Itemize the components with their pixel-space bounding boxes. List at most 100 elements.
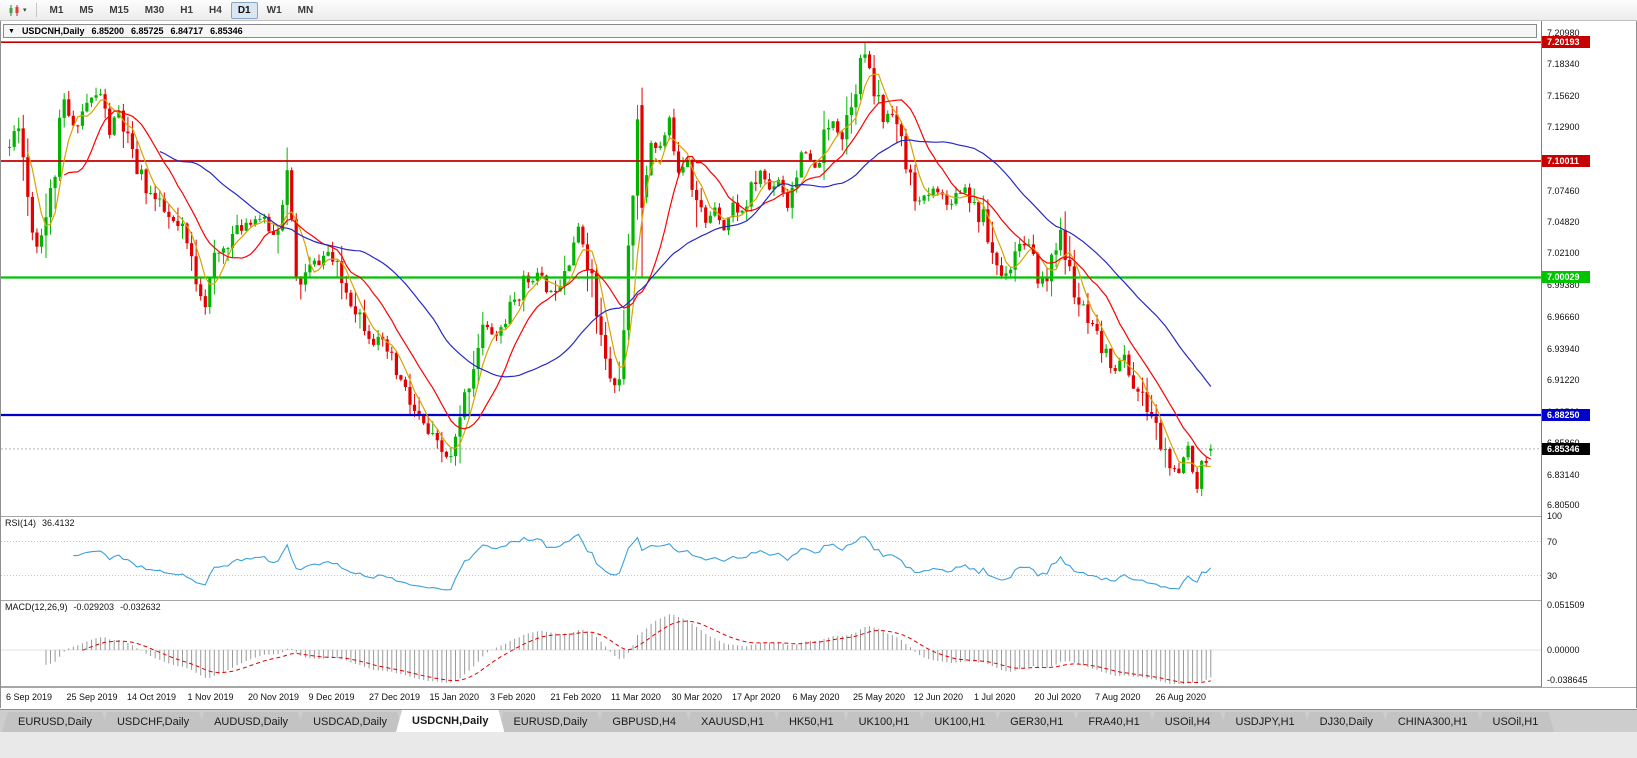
chart-tab-12-fra40-h1[interactable]: FRA40,H1 (1072, 712, 1155, 732)
ohlc-close: 6.85346 (210, 26, 243, 36)
chart-tab-8-hk50-h1[interactable]: HK50,H1 (773, 712, 850, 732)
chart-tab-1-usdchf-daily[interactable]: USDCHF,Daily (101, 712, 205, 732)
macd-tick: -0.038645 (1547, 675, 1588, 685)
macd-tick: 0.00000 (1547, 645, 1580, 655)
price-tick: 7.20980 (1547, 28, 1580, 38)
rsi-tick: 100 (1547, 511, 1563, 521)
macd-name: MACD(12,26,9) (5, 602, 68, 612)
chart-tab-0-eurusd-daily[interactable]: EURUSD,Daily (2, 712, 108, 732)
chart-title-bar[interactable]: ▼ USDCNH,Daily 6.85200 6.85725 6.84717 6… (3, 24, 1537, 38)
date-label: 12 Jun 2020 (913, 692, 964, 702)
chart-symbol-title: USDCNH,Daily (21, 26, 85, 36)
price-tick: 6.99380 (1547, 280, 1580, 291)
timeframe-button-h4[interactable]: H4 (209, 4, 222, 16)
date-label: 7 Aug 2020 (1095, 692, 1141, 702)
chart-tab-15-dj30-daily[interactable]: DJ30,Daily (1304, 712, 1389, 732)
macd-label: MACD(12,26,9) -0.029203 -0.032632 (5, 602, 161, 612)
chart-tab-11-ger30-h1[interactable]: GER30,H1 (994, 712, 1079, 732)
chart-tab-6-gbpusd-h4[interactable]: GBPUSD,H4 (596, 712, 692, 732)
pane-separator (1, 686, 1636, 687)
horizontal-level-label[interactable]: 6.88250 (1542, 408, 1590, 421)
date-label: 30 Mar 2020 (671, 692, 723, 702)
rsi-indicator-canvas[interactable] (1, 517, 1541, 600)
rsi-tick: 70 (1547, 536, 1558, 547)
toolbar-separator (35, 3, 37, 17)
date-label: 6 Sep 2019 (6, 692, 53, 702)
rsi-tick: 30 (1547, 570, 1558, 581)
date-label: 15 Jan 2020 (429, 692, 480, 702)
ohlc-low: 6.84717 (170, 26, 204, 36)
price-tick: 6.91220 (1547, 375, 1580, 386)
date-label: 1 Nov 2019 (187, 692, 234, 702)
macd-main-value: -0.029203 (73, 602, 115, 612)
price-tick: 7.15620 (1547, 90, 1580, 101)
pane-separator[interactable] (1, 600, 1636, 601)
price-tick: 6.80500 (1547, 500, 1580, 511)
date-label: 11 Mar 2020 (611, 692, 661, 702)
date-label: 25 May 2020 (853, 692, 906, 702)
chart-tab-4-usdcnh-daily[interactable]: USDCNH,Daily (396, 710, 504, 732)
window-edge (0, 732, 1637, 758)
chart-tab-9-uk100-h1[interactable]: UK100,H1 (843, 712, 926, 732)
horizontal-level-label[interactable]: 7.00029 (1542, 271, 1590, 284)
date-label: 27 Dec 2019 (369, 692, 421, 702)
price-tick: 6.93940 (1547, 343, 1580, 354)
price-scale[interactable]: 7.209807.183407.156207.129007.101807.074… (1541, 21, 1636, 687)
chart-tab-13-usoil-h4[interactable]: USOil,H4 (1149, 712, 1227, 732)
timeframe-button-m5[interactable]: M5 (79, 4, 94, 16)
timeframe-button-mn[interactable]: MN (297, 4, 314, 16)
macd-indicator-canvas[interactable] (1, 601, 1541, 686)
timeframe-button-m30[interactable]: M30 (144, 4, 165, 16)
price-tick: 7.12900 (1547, 122, 1580, 133)
candlestick-chart-icon (9, 4, 19, 16)
horizontal-level-label[interactable]: 7.20193 (1542, 36, 1590, 49)
timeframe-toolbar: ▾ M1 M5 M15 M30 H1 H4 D1 W1 MN (0, 0, 1637, 21)
ohlc-open: 6.85200 (91, 26, 124, 36)
date-label: 20 Nov 2019 (248, 692, 300, 702)
date-label: 14 Oct 2019 (127, 692, 177, 702)
chart-tab-10-uk100-h1[interactable]: UK100,H1 (918, 712, 1001, 732)
date-label: 17 Apr 2020 (732, 692, 781, 702)
ohlc-high: 6.85725 (131, 26, 164, 36)
date-label: 9 Dec 2019 (308, 692, 355, 702)
chart-tab-5-eurusd-daily[interactable]: EURUSD,Daily (497, 712, 603, 732)
timeframe-button-m1[interactable]: M1 (49, 4, 64, 16)
timeframe-buttons: M1 M5 M15 M30 H1 H4 D1 W1 MN (42, 1, 322, 19)
price-tick: 6.96660 (1547, 311, 1580, 322)
chart-tabs-bar: EURUSD,Daily USDCHF,Daily AUDUSD,Daily USDC… (0, 709, 1637, 732)
price-tick: 7.18340 (1547, 58, 1580, 69)
date-label: 26 Aug 2020 (1155, 692, 1207, 702)
macd-tick: 0.051509 (1547, 599, 1585, 610)
date-label: 20 Jul 2020 (1034, 692, 1082, 702)
horizontal-level-label[interactable]: 7.10011 (1542, 155, 1590, 167)
date-axis[interactable]: 6 Sep 2019 25 Sep 2019 14 Oct 2019 1 Nov 20… (1, 687, 1636, 708)
timeframe-button-m15[interactable]: M15 (109, 4, 129, 16)
chart-tab-17-usoil-h1[interactable]: USOil,H1 (1477, 712, 1555, 732)
date-label: 6 May 2020 (792, 692, 840, 702)
date-label: 25 Sep 2019 (66, 692, 118, 702)
chevron-down-icon: ▾ (23, 7, 27, 14)
chart-window: ▼ USDCNH,Daily 6.85200 6.85725 6.84717 6… (0, 21, 1637, 708)
rsi-name: RSI(14) (5, 518, 37, 528)
date-label: 1 Jul 2020 (974, 692, 1016, 702)
price-tick: 7.07460 (1547, 185, 1580, 196)
timeframe-button-h1[interactable]: H1 (180, 4, 194, 16)
chart-tab-3-usdcad-daily[interactable]: USDCAD,Daily (297, 712, 403, 732)
timeframe-button-d1[interactable]: D1 (230, 1, 258, 19)
chart-tab-2-audusd-daily[interactable]: AUDUSD,Daily (198, 712, 304, 732)
macd-signal-value: -0.032632 (120, 602, 161, 612)
rsi-value: 36.4132 (42, 518, 75, 528)
window-menu-icon[interactable]: ▼ (8, 27, 15, 35)
current-price-label[interactable]: 6.85346 (1542, 442, 1590, 455)
price-tick: 7.04820 (1547, 216, 1580, 227)
date-label: 3 Feb 2020 (490, 692, 536, 702)
chart-tab-16-china300-h1[interactable]: CHINA300,H1 (1382, 712, 1484, 732)
pane-separator[interactable] (1, 516, 1636, 517)
rsi-label: RSI(14) 36.4132 (5, 518, 75, 528)
price-chart-canvas[interactable] (1, 22, 1541, 516)
timeframe-button-w1[interactable]: W1 (266, 4, 282, 16)
chart-tab-14-usdjpy-h1[interactable]: USDJPY,H1 (1220, 712, 1311, 732)
chart-tab-7-xauusd-h1[interactable]: XAUUSD,H1 (685, 712, 780, 732)
chart-type-dropdown[interactable]: ▾ (4, 2, 31, 19)
